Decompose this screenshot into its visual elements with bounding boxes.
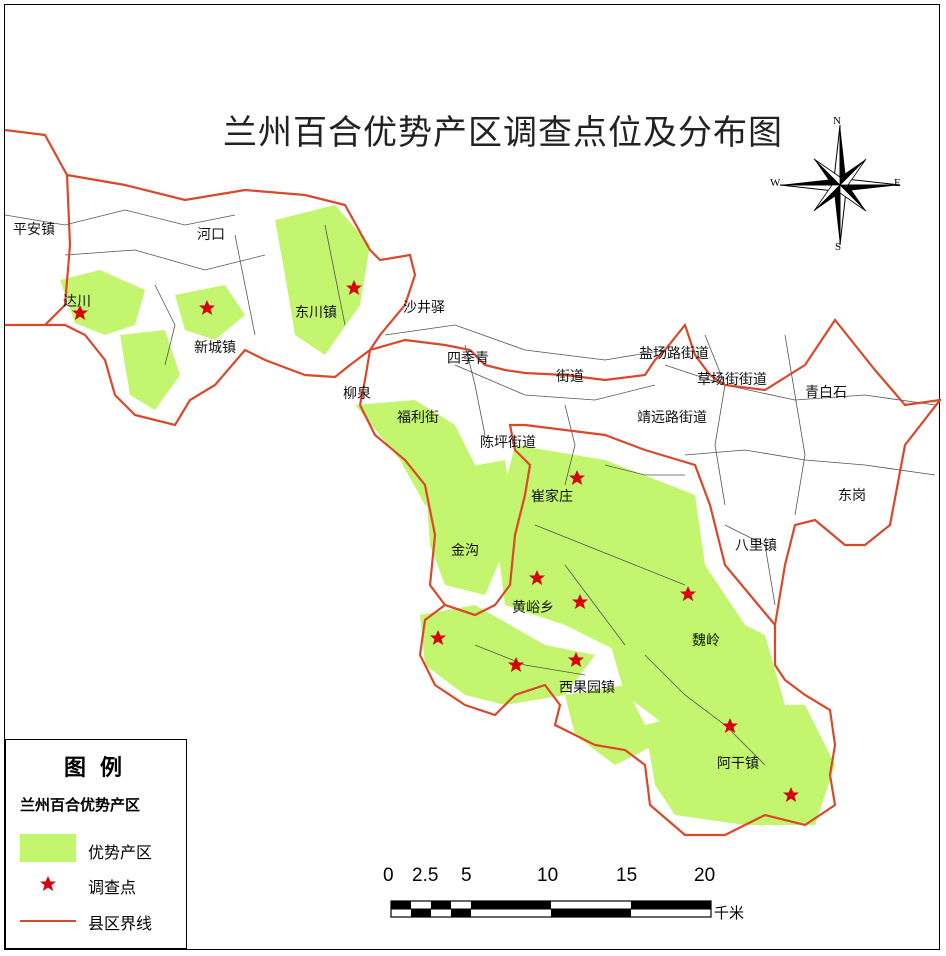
legend-label-zone: 优势产区	[88, 843, 153, 862]
place-label: 东岗	[838, 488, 866, 504]
place-label: 崔家庄	[531, 489, 573, 505]
place-label: 四季青	[447, 351, 489, 367]
survey-point-star	[199, 300, 215, 315]
zone-xiguoyuan	[565, 685, 655, 765]
map-canvas	[5, 124, 941, 918]
survey-point-star	[346, 280, 362, 295]
scale-tick-label: 20	[694, 865, 716, 886]
place-label: 西果园镇	[559, 680, 615, 696]
compass-north-label: N	[833, 115, 841, 127]
boundary-qilihe	[359, 404, 532, 617]
survey-point-star	[508, 657, 524, 672]
legend-title: 图例	[64, 755, 137, 781]
place-label: 陈坪街道	[480, 435, 536, 451]
survey-point-star	[568, 652, 584, 667]
legend-label-survey: 调查点	[88, 878, 137, 897]
scale-tick-label: 2.5	[412, 865, 439, 886]
compass-south-label: S	[835, 241, 842, 253]
place-label: 盐场路街道	[639, 346, 709, 362]
place-label: 平安镇	[13, 222, 55, 238]
place-label: 青白石	[805, 385, 847, 401]
boundary-qilihe-south	[418, 603, 837, 837]
survey-point-star	[569, 470, 585, 485]
place-label: 新城镇	[194, 340, 236, 356]
scale-tick-label: 0	[383, 865, 394, 886]
place-label: 金沟	[451, 543, 479, 559]
survey-point-star	[529, 570, 545, 585]
scale-tick-label: 10	[537, 865, 559, 886]
survey-point-star	[722, 718, 738, 733]
compass-east-label: E	[894, 177, 901, 189]
scale-bar	[390, 900, 712, 918]
scale-tick-label: 15	[616, 865, 638, 886]
survey-point-star	[430, 630, 446, 645]
compass-rose-icon	[779, 124, 901, 246]
legend-subtitle: 兰州百合优势产区	[20, 796, 141, 814]
red-star-icon	[40, 876, 56, 891]
survey-point-star	[572, 594, 588, 609]
place-label: 靖远路街道	[637, 410, 707, 426]
scale-unit-label: 千米	[714, 904, 745, 922]
survey-point-star	[783, 787, 799, 802]
place-label: 福利街	[397, 410, 439, 426]
survey-point-star	[680, 586, 696, 601]
county-boundaries	[5, 128, 941, 837]
legend-line-boundary	[20, 920, 76, 922]
map-title: 兰州百合优势产区调查点位及分布图	[223, 113, 783, 153]
place-label: 柳泉	[343, 386, 371, 402]
survey-point-star	[72, 305, 88, 320]
internal-boundaries	[5, 209, 936, 766]
legend-label-boundary: 县区界线	[88, 914, 153, 933]
legend-box: 图例 兰州百合优势产区 优势产区 调查点 县区界线	[5, 739, 187, 949]
legend-swatch-zone	[20, 834, 76, 862]
compass-west-label: W	[770, 177, 781, 189]
place-label: 沙井驿	[403, 300, 445, 316]
zone-hekou	[275, 205, 370, 355]
boundary-chengguan	[369, 318, 941, 628]
survey-points	[72, 280, 799, 802]
zone-huangyu	[420, 605, 595, 705]
place-label: 达川	[63, 294, 91, 310]
dominant-zone-layer	[60, 205, 835, 825]
zone-xinchengsouth	[120, 330, 180, 410]
boundary-chengguan-west	[358, 349, 372, 406]
place-label: 东川镇	[295, 305, 337, 321]
place-label: 阿干镇	[717, 756, 759, 772]
place-label: 草场街街道	[697, 372, 767, 388]
place-label: 八里镇	[735, 538, 777, 554]
scale-tick-label: 5	[461, 865, 472, 886]
place-label: 街道	[556, 369, 584, 385]
place-label: 黄峪乡	[512, 600, 554, 616]
boundary-hekou-west	[44, 174, 72, 326]
place-label: 魏岭	[692, 633, 720, 649]
place-label: 河口	[197, 227, 225, 243]
zone-jingou	[425, 460, 515, 595]
zone-dachuan	[60, 270, 145, 335]
